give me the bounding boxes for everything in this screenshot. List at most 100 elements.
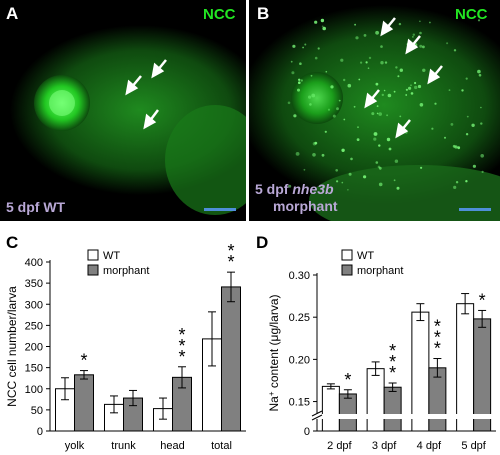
ncc-cell-dot bbox=[368, 56, 372, 60]
ncc-cell-dot bbox=[429, 21, 431, 24]
axis-break-gap bbox=[306, 414, 496, 419]
bar-wt-2 bbox=[411, 311, 430, 432]
ncc-cell-dot bbox=[375, 82, 379, 86]
ncc-cell-dot bbox=[396, 186, 400, 190]
y-tick-label: 200 bbox=[25, 342, 43, 354]
ncc-cell-dot bbox=[354, 23, 356, 26]
x-tick-label: head bbox=[160, 440, 184, 452]
axis-break-mark bbox=[311, 414, 323, 421]
arrows-a bbox=[125, 59, 167, 130]
x-tick-label: 4 dpf bbox=[417, 440, 442, 452]
y-axis-label: Na+ content (μg/larva) bbox=[267, 295, 282, 412]
ncc-cell-dot bbox=[292, 44, 296, 48]
ncc-cell-dot bbox=[295, 152, 300, 156]
ncc-cell-dot bbox=[450, 123, 454, 126]
panel-label-a: A bbox=[6, 4, 19, 23]
y-tick-label: 0.15 bbox=[289, 397, 310, 409]
ncc-cell-dot bbox=[343, 118, 346, 121]
ncc-cell-dot bbox=[405, 88, 408, 91]
legend-label-1: morphant bbox=[103, 265, 149, 277]
ncc-cell-dot bbox=[312, 153, 316, 157]
ncc-cell-dot bbox=[378, 182, 383, 187]
ncc-cell-dot bbox=[481, 170, 484, 173]
ncc-cell-dot bbox=[291, 71, 295, 75]
ncc-cell-dot bbox=[448, 89, 451, 91]
ncc-cell-dot bbox=[363, 175, 367, 179]
ncc-cell-dot bbox=[393, 90, 396, 93]
ncc-cell-dot bbox=[320, 18, 325, 23]
ncc-cell-dot bbox=[308, 95, 312, 99]
y-tick-label: 0.25 bbox=[289, 312, 310, 324]
y-axis-label-suffix: content (μg/larva) bbox=[267, 295, 281, 392]
ncc-cell-dot bbox=[314, 141, 318, 145]
ncc-cell-dot bbox=[347, 83, 352, 88]
significance-marker: * bbox=[434, 328, 441, 348]
ncc-cell-dot bbox=[309, 103, 312, 106]
ncc-cell-dot bbox=[293, 114, 297, 118]
ncc-cell-dot bbox=[332, 114, 336, 118]
ncc-cell-dot bbox=[414, 81, 417, 85]
ncc-cell-dot bbox=[340, 58, 344, 62]
significance-marker: * bbox=[434, 339, 441, 359]
ncc-cell-dot bbox=[288, 184, 292, 188]
ncc-cell-dot bbox=[360, 61, 363, 64]
ncc-cell-dot bbox=[311, 93, 316, 98]
ncc-cell-dot bbox=[410, 84, 412, 87]
legend-label-1: morphant bbox=[357, 265, 403, 277]
legend-label-0: WT bbox=[103, 250, 120, 262]
y-tick-label: 300 bbox=[25, 299, 43, 311]
ncc-cell-dot bbox=[472, 164, 476, 168]
wt-larva-fluorescence bbox=[10, 25, 246, 215]
ncc-cell-dot bbox=[375, 161, 379, 164]
ncc-cell-dot bbox=[434, 102, 437, 105]
ncc-cell-dot bbox=[394, 159, 399, 163]
scale-bar-b bbox=[459, 208, 491, 211]
significance-marker: * bbox=[178, 325, 185, 345]
stain-label-b: NCC bbox=[455, 6, 488, 23]
y-tick-label: 0.30 bbox=[289, 270, 310, 282]
ncc-cell-dot bbox=[378, 112, 382, 116]
ncc-cell-dot bbox=[386, 137, 391, 142]
ncc-cell-dot bbox=[298, 78, 301, 82]
ncc-cell-dot bbox=[298, 81, 301, 84]
panel-label-b: B bbox=[257, 4, 270, 23]
ncc-cell-dot bbox=[321, 153, 325, 157]
ncc-cell-dot bbox=[378, 144, 381, 147]
ncc-cell-dot bbox=[373, 137, 377, 141]
significance-marker: * bbox=[389, 352, 396, 372]
ncc-cell-dot bbox=[395, 66, 398, 69]
ncc-cell-dot bbox=[465, 133, 469, 136]
bar-wt-0 bbox=[321, 385, 340, 432]
ncc-cell-dot bbox=[375, 30, 379, 35]
ncc-cell-dot bbox=[365, 61, 368, 64]
ncc-cell-dot bbox=[477, 19, 481, 22]
x-tick-label: 2 dpf bbox=[327, 440, 352, 452]
y-tick-label: 250 bbox=[25, 320, 43, 332]
ncc-cell-dot bbox=[357, 126, 359, 129]
ncc-cell-dot bbox=[356, 138, 360, 142]
ncc-cell-dot bbox=[343, 78, 346, 82]
ncc-cell-dot bbox=[477, 69, 481, 74]
panel-a-image: A NCC 5 dpf WT bbox=[0, 0, 246, 221]
significance-marker: * bbox=[434, 317, 441, 337]
ncc-cell-dot bbox=[455, 181, 459, 184]
ncc-cell-dot bbox=[290, 60, 293, 63]
legend-swatch-1 bbox=[87, 264, 99, 276]
ncc-cell-dot bbox=[465, 77, 468, 80]
ncc-cell-dot bbox=[376, 112, 379, 115]
ncc-cell-dot bbox=[378, 166, 382, 170]
ncc-cell-dot bbox=[422, 68, 426, 73]
ncc-cell-dot bbox=[300, 79, 303, 82]
ncc-cell-dot bbox=[431, 127, 434, 130]
bar-morphant-0 bbox=[74, 374, 94, 432]
ncc-cell-dot bbox=[478, 73, 482, 77]
axis-break-mark bbox=[311, 410, 323, 417]
ncc-cell-dot bbox=[330, 85, 334, 89]
x-tick-label: 5 dpf bbox=[461, 440, 486, 452]
ncc-cell-dot bbox=[317, 47, 320, 50]
ncc-cell-dot bbox=[367, 67, 370, 69]
chart-d: 0 0.15 0.20 0.25 0.30 Na+ content (μg/larva) 2… bbox=[267, 249, 496, 452]
ncc-cell-dot bbox=[299, 62, 302, 65]
ncc-cell-dot bbox=[417, 84, 422, 89]
ncc-cell-dot bbox=[327, 108, 331, 111]
